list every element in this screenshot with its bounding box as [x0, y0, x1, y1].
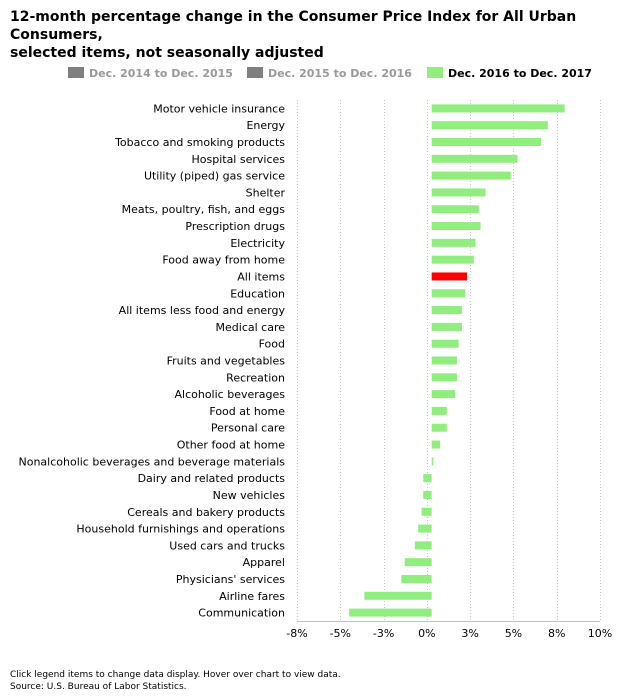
category-label-food-at-home: Food at home [209, 405, 285, 418]
category-label-electricity: Electricity [230, 237, 285, 250]
category-label-hospital-services: Hospital services [191, 153, 285, 166]
category-label-nonalcoholic-beverages-and-beverage-materials: Nonalcoholic beverages and beverage mate… [18, 455, 285, 468]
category-label-utility-piped-gas-service: Utility (piped) gas service [144, 170, 285, 183]
category-label-household-furnishings-and-operations: Household furnishings and operations [76, 523, 285, 536]
legend-label-dec-2015-to-dec-2016: Dec. 2015 to Dec. 2016 [268, 67, 412, 80]
category-label-tobacco-and-smoking-products: Tobacco and smoking products [114, 136, 285, 149]
category-label-airline-fares: Airline fares [219, 590, 285, 603]
bar-communication[interactable] [349, 608, 432, 617]
category-label-food-away-from-home: Food away from home [162, 254, 285, 267]
bar-physicians-services[interactable] [401, 574, 432, 583]
legend-swatch-dec-2015-to-dec-2016 [247, 67, 263, 78]
bar-apparel[interactable] [404, 558, 432, 567]
category-label-energy: Energy [246, 119, 285, 132]
bar-prescription-drugs[interactable] [431, 222, 481, 231]
category-label-shelter: Shelter [246, 186, 286, 199]
category-label-communication: Communication [198, 607, 285, 620]
x-tick-label-0: 0% [418, 627, 435, 640]
category-label-all-items-less-food-and-energy: All items less food and energy [119, 304, 286, 317]
legend-label-dec-2016-to-dec-2017: Dec. 2016 to Dec. 2017 [448, 67, 592, 80]
category-label-medical-care: Medical care [216, 321, 286, 334]
bar-used-cars-and-trucks[interactable] [414, 541, 432, 550]
x-tick-label-8: -8% [286, 627, 307, 640]
legend-item-dec-2016-to-dec-2017[interactable]: Dec. 2016 to Dec. 2017 [427, 66, 592, 82]
category-label-meats-poultry-fish-and-eggs: Meats, poultry, fish, and eggs [122, 203, 286, 216]
bar-other-food-at-home[interactable] [431, 440, 441, 449]
x-tick-label-10: 10% [588, 627, 612, 640]
chart-title: 12-month percentage change in the Consum… [10, 8, 630, 62]
category-label-physicians-services: Physicians' services [176, 573, 285, 586]
x-tick-label-3: 3% [461, 627, 478, 640]
bar-chart[interactable]: Motor vehicle insurance Energy Tobacco and… [0, 94, 640, 644]
bar-food-away-from-home[interactable] [431, 255, 474, 264]
bar-airline-fares[interactable] [364, 591, 432, 600]
legend-label-dec-2014-to-dec-2015: Dec. 2014 to Dec. 2015 [89, 67, 233, 80]
category-label-education: Education [230, 287, 285, 300]
bar-meats-poultry-fish-and-eggs[interactable] [431, 205, 479, 214]
bar-tobacco-and-smoking-products[interactable] [431, 138, 542, 147]
category-label-dairy-and-related-products: Dairy and related products [138, 472, 286, 485]
bar-hospital-services[interactable] [431, 154, 518, 163]
footer-note: Click legend items to change data displa… [10, 670, 341, 680]
bar-alcoholic-beverages[interactable] [431, 390, 456, 399]
bar-motor-vehicle-insurance[interactable] [431, 104, 565, 113]
category-label-prescription-drugs: Prescription drugs [185, 220, 285, 233]
category-label-alcoholic-beverages: Alcoholic beverages [175, 388, 286, 401]
category-label-motor-vehicle-insurance: Motor vehicle insurance [153, 102, 285, 115]
bar-all-items[interactable] [431, 272, 468, 281]
legend-swatch-dec-2016-to-dec-2017 [427, 67, 443, 78]
category-label-new-vehicles: New vehicles [213, 489, 286, 502]
category-label-other-food-at-home: Other food at home [177, 439, 286, 452]
bar-electricity[interactable] [431, 238, 476, 247]
bar-recreation[interactable] [431, 373, 457, 382]
category-label-all-items: All items [237, 270, 285, 283]
legend-item-dec-2014-to-dec-2015[interactable]: Dec. 2014 to Dec. 2015 [68, 66, 233, 82]
x-tick-label-5: 5% [505, 627, 522, 640]
category-labels: Motor vehicle insurance Energy Tobacco and… [18, 102, 285, 619]
bar-new-vehicles[interactable] [423, 490, 432, 499]
bar-fruits-and-vegetables[interactable] [431, 356, 457, 365]
bar-series-dec-2016-to-dec-2017 [349, 104, 565, 617]
bar-utility-piped-gas-service[interactable] [431, 171, 511, 180]
chart-footer: Click legend items to change data displa… [10, 669, 341, 693]
category-label-used-cars-and-trucks: Used cars and trucks [169, 539, 285, 552]
bar-household-furnishings-and-operations[interactable] [418, 524, 432, 533]
bar-education[interactable] [431, 289, 466, 298]
chart-title-line-1: 12-month percentage change in the Consum… [10, 9, 577, 43]
bar-all-items-less-food-and-energy[interactable] [431, 306, 462, 315]
bar-energy[interactable] [431, 121, 548, 130]
x-tick-label-5: -5% [330, 627, 351, 640]
legend-swatch-dec-2014-to-dec-2015 [68, 67, 84, 78]
legend-item-dec-2015-to-dec-2016[interactable]: Dec. 2015 to Dec. 2016 [247, 66, 412, 82]
chart-legend: Dec. 2014 to Dec. 2015 Dec. 2015 to Dec.… [0, 66, 640, 82]
bar-dairy-and-related-products[interactable] [423, 474, 432, 483]
bar-cereals-and-bakery-products[interactable] [421, 507, 432, 516]
x-tick-label-8: 8% [548, 627, 565, 640]
bar-personal-care[interactable] [431, 423, 447, 432]
x-axis-tick-labels: -8% -5% -3% 0% 3% 5% 8% 10% [286, 627, 612, 640]
bar-nonalcoholic-beverages-and-beverage-materials[interactable] [431, 457, 434, 466]
x-tick-label-3: -3% [373, 627, 394, 640]
category-label-recreation: Recreation [226, 371, 285, 384]
bar-food-at-home[interactable] [431, 406, 447, 415]
category-label-food: Food [259, 338, 285, 351]
bar-shelter[interactable] [431, 188, 486, 197]
category-label-cereals-and-bakery-products: Cereals and bakery products [127, 506, 285, 519]
chart-title-line-2: selected items, not seasonally adjusted [10, 45, 324, 61]
bar-food[interactable] [431, 339, 459, 348]
category-label-fruits-and-vegetables: Fruits and vegetables [167, 355, 286, 368]
footer-source: Source: U.S. Bureau of Labor Statistics. [10, 682, 187, 692]
bar-medical-care[interactable] [431, 322, 462, 331]
category-label-apparel: Apparel [243, 556, 285, 569]
category-label-personal-care: Personal care [211, 422, 285, 435]
